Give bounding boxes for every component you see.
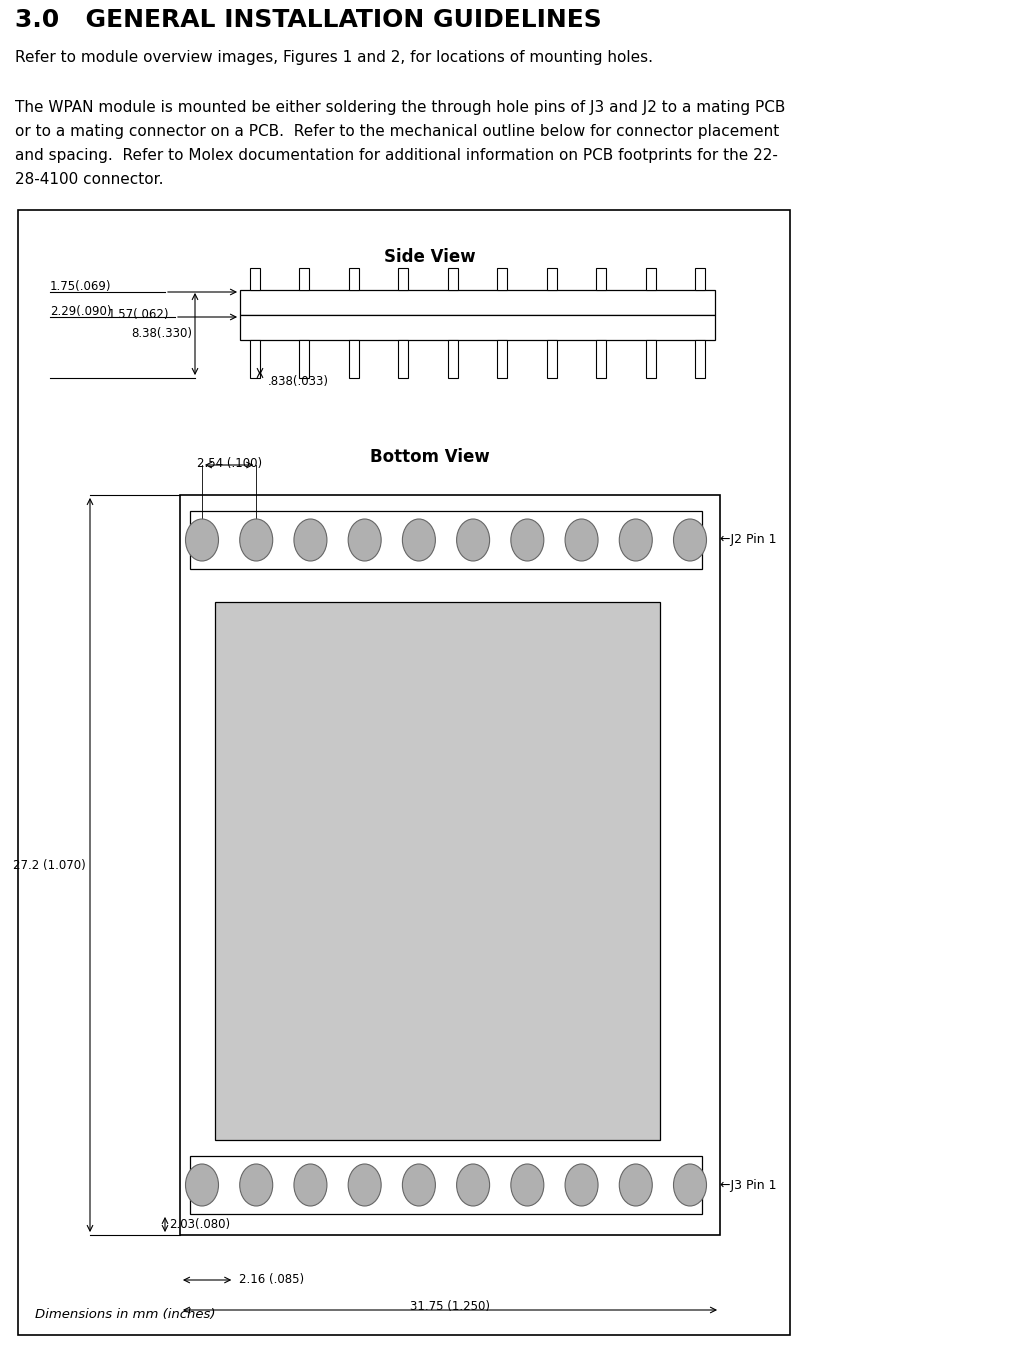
Text: 2.16 (.085): 2.16 (.085): [239, 1274, 305, 1286]
Bar: [448, 340, 457, 378]
Bar: [250, 340, 260, 378]
Text: or to a mating connector on a PCB.  Refer to the mechanical outline below for co: or to a mating connector on a PCB. Refer…: [15, 124, 780, 139]
Bar: [240, 315, 715, 340]
Bar: [546, 340, 557, 378]
Text: 2.03(.080): 2.03(.080): [169, 1219, 230, 1231]
Text: 2.54 (.100): 2.54 (.100): [196, 457, 262, 470]
Ellipse shape: [673, 1165, 707, 1206]
Text: Dimensions in mm (inches): Dimensions in mm (inches): [35, 1308, 216, 1321]
Bar: [398, 267, 408, 290]
Ellipse shape: [348, 1165, 382, 1206]
Ellipse shape: [294, 1165, 327, 1206]
Ellipse shape: [239, 519, 273, 561]
Bar: [497, 267, 507, 290]
Bar: [240, 290, 715, 315]
Bar: [190, 511, 702, 569]
Ellipse shape: [619, 519, 653, 561]
Bar: [646, 340, 656, 378]
Text: Refer to module overview images, Figures 1 and 2, for locations of mounting hole: Refer to module overview images, Figures…: [15, 50, 653, 65]
Bar: [546, 267, 557, 290]
Bar: [646, 267, 656, 290]
Bar: [398, 340, 408, 378]
Text: .838(.033): .838(.033): [268, 376, 329, 388]
Ellipse shape: [185, 519, 219, 561]
Ellipse shape: [239, 1165, 273, 1206]
Bar: [300, 340, 309, 378]
Text: 1.75(.069): 1.75(.069): [50, 280, 112, 293]
Text: and spacing.  Refer to Molex documentation for additional information on PCB foo: and spacing. Refer to Molex documentatio…: [15, 149, 777, 163]
Bar: [18, 209, 790, 1335]
Ellipse shape: [294, 519, 327, 561]
Text: 8.38(.330): 8.38(.330): [131, 327, 192, 340]
Ellipse shape: [402, 519, 436, 561]
Bar: [250, 267, 260, 290]
Bar: [190, 1156, 702, 1215]
Ellipse shape: [348, 519, 382, 561]
Ellipse shape: [510, 519, 544, 561]
Text: ←J2 Pin 1: ←J2 Pin 1: [720, 534, 776, 547]
Ellipse shape: [510, 1165, 544, 1206]
Text: Side View: Side View: [385, 249, 476, 266]
Bar: [349, 340, 359, 378]
Ellipse shape: [185, 1165, 219, 1206]
Bar: [596, 267, 606, 290]
Ellipse shape: [619, 1165, 653, 1206]
Ellipse shape: [456, 519, 490, 561]
Bar: [596, 340, 606, 378]
Bar: [349, 267, 359, 290]
Bar: [695, 267, 705, 290]
Text: 31.75 (1.250): 31.75 (1.250): [410, 1300, 490, 1313]
Text: 3.0   GENERAL INSTALLATION GUIDELINES: 3.0 GENERAL INSTALLATION GUIDELINES: [15, 8, 602, 32]
Text: Bottom View: Bottom View: [370, 449, 490, 466]
Ellipse shape: [565, 1165, 598, 1206]
Text: 28-4100 connector.: 28-4100 connector.: [15, 172, 164, 186]
Ellipse shape: [456, 1165, 490, 1206]
Ellipse shape: [673, 519, 707, 561]
Text: 27.2 (1.070): 27.2 (1.070): [13, 858, 86, 871]
Ellipse shape: [565, 519, 598, 561]
Text: ←J3 Pin 1: ←J3 Pin 1: [720, 1178, 776, 1192]
Text: 1.57(.062): 1.57(.062): [108, 308, 170, 322]
Ellipse shape: [402, 1165, 436, 1206]
Bar: [180, 494, 720, 1235]
Bar: [300, 267, 309, 290]
Text: The WPAN module is mounted be either soldering the through hole pins of J3 and J: The WPAN module is mounted be either sol…: [15, 100, 786, 115]
Bar: [497, 340, 507, 378]
Text: 2.29(.090): 2.29(.090): [50, 305, 112, 317]
Bar: [695, 340, 705, 378]
Bar: [448, 267, 457, 290]
Bar: [215, 603, 660, 1140]
